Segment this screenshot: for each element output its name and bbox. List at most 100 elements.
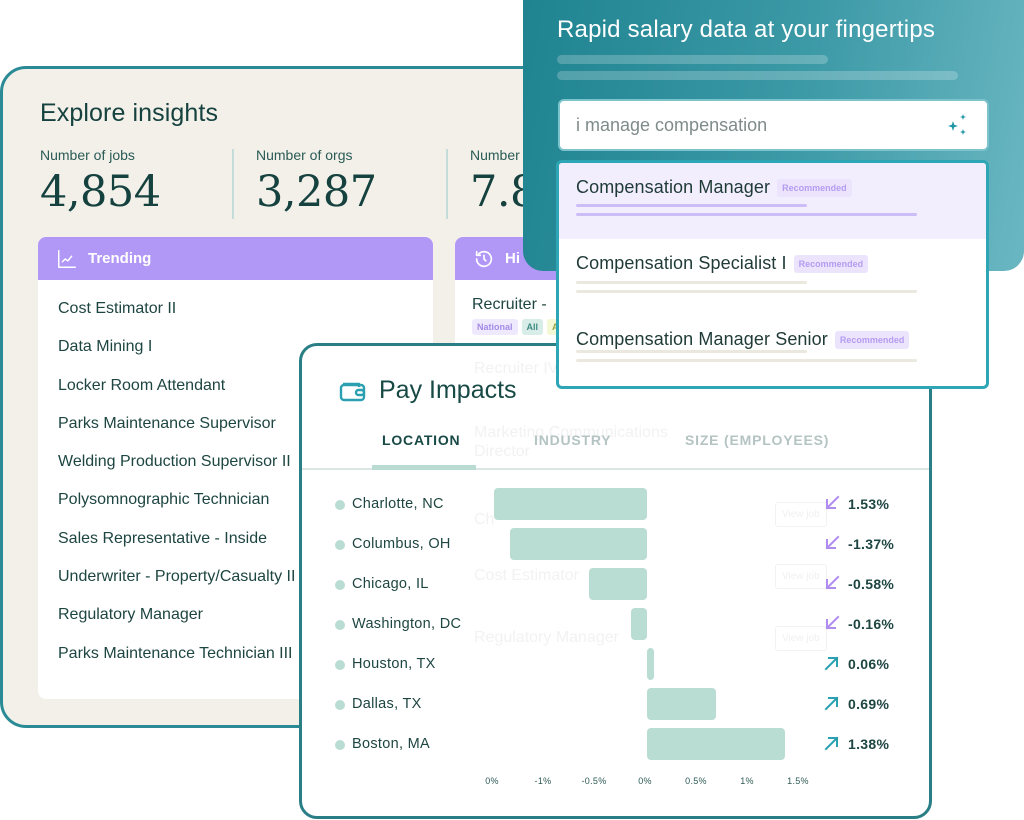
skeleton-line (557, 71, 958, 80)
tab-location[interactable]: LOCATION (382, 432, 461, 448)
trending-item[interactable]: Parks Maintenance Supervisor (58, 414, 276, 432)
location-label: Houston, TX (352, 656, 436, 672)
arrow-down-left-icon (825, 535, 840, 550)
suggestion-item[interactable]: Compensation Manager Recommended (559, 163, 986, 239)
arrow-down-left-icon (825, 615, 840, 630)
ghost-item: Ch (474, 511, 495, 528)
suggestion-name: Compensation Manager (576, 177, 771, 197)
impact-value: 1.38% (848, 736, 890, 752)
job-search-input[interactable] (576, 114, 945, 136)
tab-size-employees[interactable]: SIZE (EMPLOYEES) (685, 432, 830, 448)
ghost-item: Recruiter IV (474, 360, 559, 377)
stat-divider (232, 149, 234, 219)
trending-item[interactable]: Data Mining I (58, 338, 153, 356)
legend-dot (335, 540, 345, 550)
trending-item[interactable]: Cost Estimator II (58, 300, 177, 317)
x-tick-label: 1% (740, 776, 754, 786)
trending-item[interactable]: Sales Representative - Inside (58, 529, 267, 547)
impact-value: 1.53% (848, 496, 890, 512)
trending-item[interactable]: Parks Maintenance Technician III (58, 644, 293, 662)
wallet-icon (339, 382, 366, 401)
chip-scope: National (472, 319, 518, 335)
location-label: Charlotte, NC (352, 496, 444, 512)
location-row[interactable]: Dallas, TX 0.69% (302, 686, 929, 726)
pay-impacts-card: Recruiter IV Marketing Communications Di… (299, 343, 932, 819)
history-icon (475, 250, 493, 267)
ghost-item: Cost Estimator (474, 567, 579, 584)
rapid-title: Rapid salary data at your fingertips (557, 16, 936, 43)
stat-orgs-value: 3,287 (256, 167, 377, 217)
skeleton-line (576, 204, 807, 207)
impact-value: -0.58% (848, 576, 895, 592)
skeleton-line (576, 290, 917, 293)
location-label: Columbus, OH (352, 536, 451, 552)
ghost-view-job-button: View job (775, 502, 827, 527)
trending-item[interactable]: Underwriter - Property/Casualty II (58, 568, 296, 586)
ghost-view-job-button: View job (775, 626, 827, 651)
impact-value: 0.69% (848, 696, 890, 712)
location-row[interactable]: Columbus, OH -1.37% (302, 526, 929, 566)
impact-bar (494, 488, 647, 520)
job-search-field[interactable] (558, 99, 989, 151)
suggestion-item[interactable]: Compensation Specialist I Recommended (559, 239, 986, 315)
x-tick-label: 0.5% (685, 776, 707, 786)
impact-bar (647, 688, 716, 720)
location-row[interactable]: Charlotte, NC 1.53% (302, 486, 929, 526)
arrow-up-right-icon (824, 696, 839, 711)
recommended-badge: Recommended (793, 254, 869, 273)
skeleton-line (576, 281, 807, 284)
arrow-up-right-icon (824, 656, 839, 671)
stat-orgs-label: Number of orgs (256, 147, 353, 163)
stat-jobs-label: Number of jobs (40, 147, 135, 163)
impact-value: -1.37% (848, 536, 895, 552)
location-label: Dallas, TX (352, 696, 422, 712)
tab-industry[interactable]: INDUSTRY (534, 432, 612, 448)
stat-third-label: Number (470, 147, 520, 163)
location-row[interactable]: Houston, TX 0.06% (302, 646, 929, 686)
suggestion-name: Compensation Specialist I (576, 253, 787, 273)
recommended-badge: Recommended (834, 330, 910, 349)
trending-list: Cost Estimator II Data Mining I Locker R… (38, 280, 433, 673)
legend-dot (335, 740, 345, 750)
suggestion-item[interactable]: Compensation Manager Senior Recommended (559, 315, 986, 386)
history-item-title: Recruiter - (472, 296, 547, 313)
trending-header[interactable]: Trending (38, 237, 433, 280)
skeleton-line (576, 350, 807, 353)
location-row[interactable]: Boston, MA 1.38% (302, 726, 929, 766)
legend-dot (335, 620, 345, 630)
x-tick-label: 1.5% (787, 776, 809, 786)
x-tick-label: -0.5% (581, 776, 607, 786)
trending-item[interactable]: Locker Room Attendant (58, 376, 226, 394)
history-item[interactable]: Recruiter - National All A (455, 280, 655, 335)
trend-chart-icon (58, 249, 76, 268)
stat-jobs-value: 4,854 (40, 167, 161, 217)
chip-industry: All (521, 319, 544, 335)
impact-bar (631, 608, 647, 640)
insights-title: Explore insights (40, 99, 219, 127)
pay-impacts-header: Pay Impacts (339, 376, 517, 405)
sparkle-icon[interactable] (945, 112, 971, 138)
location-row[interactable]: Washington, DC -0.16% (302, 606, 929, 646)
location-label: Boston, MA (352, 736, 430, 752)
arrow-up-right-icon (824, 736, 839, 751)
trending-item[interactable]: Polysomnographic Technician (58, 491, 270, 509)
skeleton-line (557, 55, 828, 64)
trending-item[interactable]: Regulatory Manager (58, 606, 203, 624)
skeleton-line (576, 359, 917, 362)
recommended-badge: Recommended (777, 178, 852, 197)
legend-dot (335, 500, 345, 510)
history-label: Hi (505, 250, 520, 267)
x-tick-label: -1% (534, 776, 552, 786)
impact-bar (647, 728, 785, 760)
active-tab-indicator (372, 465, 476, 470)
ghost-item: Marketing Communications (474, 424, 668, 441)
skeleton-line (576, 213, 917, 216)
x-tick-label: 0% (638, 776, 652, 786)
location-row[interactable]: Chicago, IL -0.58% (302, 566, 929, 606)
stat-divider (446, 149, 448, 219)
ghost-item: Director (474, 443, 531, 460)
x-tick-label: 0% (485, 776, 499, 786)
pay-impacts-title: Pay Impacts (379, 376, 517, 404)
impact-bar (647, 648, 654, 680)
trending-item[interactable]: Welding Production Supervisor II (58, 453, 291, 471)
